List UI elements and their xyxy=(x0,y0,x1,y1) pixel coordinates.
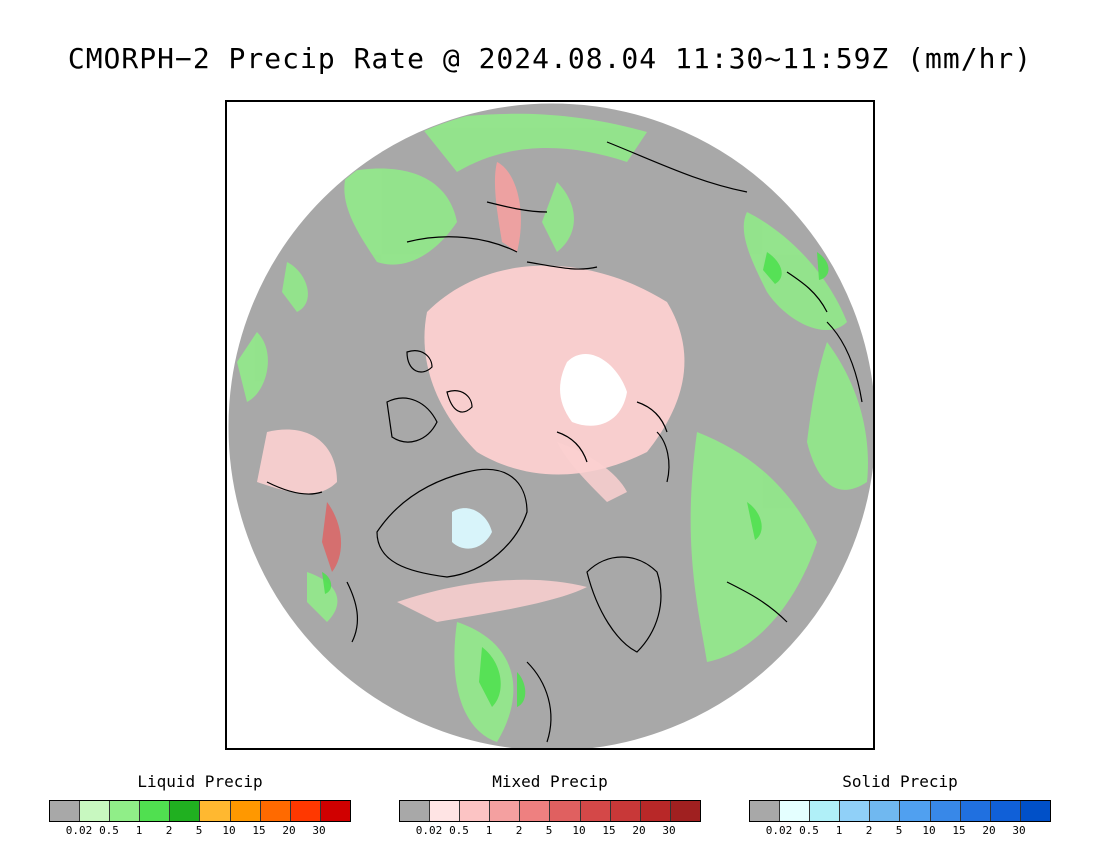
legend-tick-label: 20 xyxy=(632,824,646,837)
legend-swatch xyxy=(610,801,641,821)
legend-tick-label: 1 xyxy=(485,824,493,837)
legend-solid-colorbar xyxy=(749,800,1051,822)
legend-tick-label: 1 xyxy=(135,824,143,837)
legend-swatch xyxy=(810,801,841,821)
coastlines xyxy=(266,141,863,743)
legend-swatch xyxy=(960,801,991,821)
legend-solid-title: Solid Precip xyxy=(842,772,958,791)
legend-swatch xyxy=(260,801,291,821)
legend-tick-label: 0.5 xyxy=(99,824,119,837)
legend-tick-label: 15 xyxy=(952,824,966,837)
legend-tick-label: 20 xyxy=(982,824,996,837)
legend-tick-label: 30 xyxy=(312,824,326,837)
legend-tick-label: 1 xyxy=(835,824,843,837)
legend-tick-label: 10 xyxy=(922,824,936,837)
legend-swatch xyxy=(430,801,461,821)
legend-swatch xyxy=(520,801,551,821)
legend-swatch xyxy=(750,801,781,821)
legend-swatch xyxy=(200,801,231,821)
legend-swatch xyxy=(80,801,111,821)
legend-tick-label: 20 xyxy=(282,824,296,837)
legend-swatch xyxy=(580,801,611,821)
legend-tick-label: 2 xyxy=(515,824,523,837)
legend-tick-label: 10 xyxy=(572,824,586,837)
legend-swatch xyxy=(990,801,1021,821)
legend-mixed: Mixed Precip 0.02 0.5 1 2 5 10 15 20 30 xyxy=(399,772,701,838)
legend-solid: Solid Precip 0.02 0.5 1 2 5 10 15 20 30 xyxy=(749,772,1051,838)
legend-tick-label: 15 xyxy=(602,824,616,837)
legend-mixed-ticks: 0.02 0.5 1 2 5 10 15 20 30 xyxy=(399,824,701,838)
legend-tick-label: 0.02 xyxy=(415,824,443,837)
legend-swatch xyxy=(170,801,201,821)
legend-tick-label: 10 xyxy=(222,824,236,837)
legend-swatch xyxy=(230,801,261,821)
map-title: CMORPH−2 Precip Rate @ 2024.08.04 11:30~… xyxy=(67,42,1033,75)
legend-swatch xyxy=(110,801,141,821)
legend-swatch xyxy=(900,801,931,821)
legend-liquid: Liquid Precip 0.02 0.5 1 2 5 10 15 20 30 xyxy=(49,772,351,838)
legend-swatch xyxy=(140,801,171,821)
polar-map-svg xyxy=(228,103,873,748)
heavier-liquid-precip xyxy=(322,252,829,707)
legend-swatch xyxy=(460,801,491,821)
legend-swatch xyxy=(640,801,671,821)
legend-swatch xyxy=(400,801,431,821)
legend-mixed-title: Mixed Precip xyxy=(492,772,608,791)
legend-tick-label: 0.5 xyxy=(799,824,819,837)
legend-tick-label: 5 xyxy=(195,824,203,837)
legend-swatch xyxy=(780,801,811,821)
legend-swatch xyxy=(840,801,871,821)
legend-tick-label: 0.02 xyxy=(65,824,93,837)
legend-liquid-title: Liquid Precip xyxy=(137,772,263,791)
legend-tick-label: 30 xyxy=(662,824,676,837)
mixed-precip-areas xyxy=(257,162,685,622)
legend-liquid-ticks: 0.02 0.5 1 2 5 10 15 20 30 xyxy=(49,824,351,838)
polar-precip-map xyxy=(225,100,875,750)
legend-swatch xyxy=(50,801,81,821)
map-disk-edge xyxy=(228,103,873,748)
legend-tick-label: 2 xyxy=(165,824,173,837)
legend-swatch xyxy=(320,801,350,821)
legend-tick-label: 0.02 xyxy=(765,824,793,837)
legend-tick-label: 5 xyxy=(895,824,903,837)
legend-solid-ticks: 0.02 0.5 1 2 5 10 15 20 30 xyxy=(749,824,1051,838)
legend-swatch xyxy=(290,801,321,821)
legend-swatch xyxy=(870,801,901,821)
legend-tick-label: 0.5 xyxy=(449,824,469,837)
legend-mixed-colorbar xyxy=(399,800,701,822)
legend-tick-label: 2 xyxy=(865,824,873,837)
legend-tick-label: 5 xyxy=(545,824,553,837)
legend-tick-label: 15 xyxy=(252,824,266,837)
solid-precip-areas xyxy=(452,353,627,549)
legend-swatch xyxy=(1020,801,1050,821)
legend-liquid-colorbar xyxy=(49,800,351,822)
legend-swatch xyxy=(550,801,581,821)
legend-swatch xyxy=(930,801,961,821)
legend-tick-label: 30 xyxy=(1012,824,1026,837)
legend-swatch xyxy=(670,801,700,821)
legend-swatch xyxy=(490,801,521,821)
